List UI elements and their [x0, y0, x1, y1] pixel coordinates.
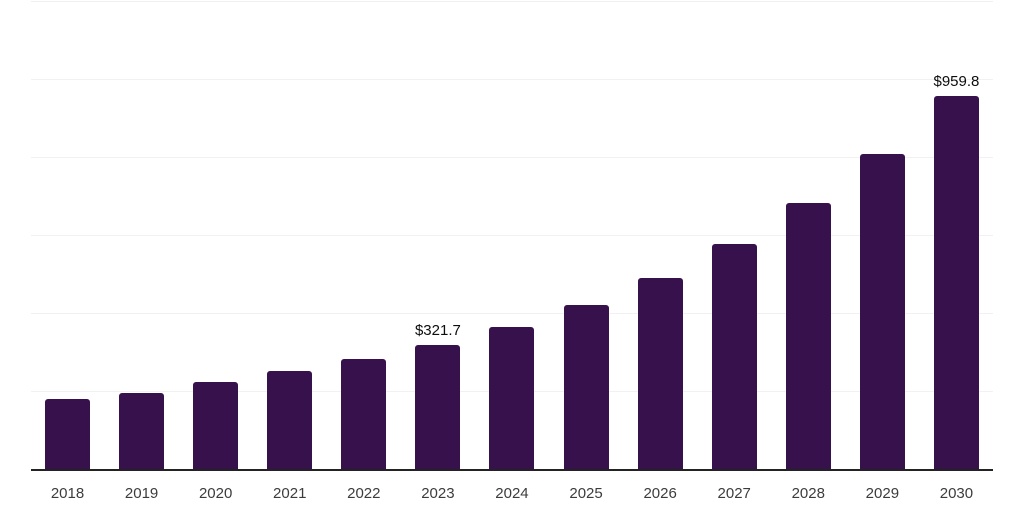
bar-2030 — [933, 95, 979, 470]
x-tick-label-2025: 2025 — [569, 485, 603, 502]
x-tick-label-2018: 2018 — [50, 485, 85, 502]
bar-slot-2018 — [45, 2, 90, 470]
bar-slot-2027 — [711, 2, 757, 470]
bar-value-label-2030: $959.8 — [933, 72, 980, 90]
bar-slot-2026 — [637, 2, 683, 470]
x-tick-label-2026: 2026 — [643, 485, 677, 502]
x-tick-label-2028: 2028 — [791, 485, 825, 502]
bar-2023 — [415, 344, 461, 470]
bar-slot-2020 — [193, 2, 239, 470]
x-tick-label-2021: 2021 — [273, 485, 307, 502]
x-tick-label-2022: 2022 — [347, 485, 381, 502]
plot-area: $321.7 $959.8 — [31, 1, 993, 471]
bar-slot-2019 — [119, 2, 165, 470]
bar-2022 — [341, 359, 387, 470]
bar-2018 — [45, 399, 90, 470]
bar-value-label-2023: $321.7 — [414, 321, 461, 339]
bar-2029 — [859, 154, 905, 470]
bar-2019 — [119, 392, 165, 470]
x-tick-label-2024: 2024 — [495, 485, 529, 502]
gridline-400 — [31, 313, 993, 315]
bar-2024 — [489, 326, 535, 470]
bar-2026 — [637, 277, 683, 470]
gridline-1200 — [31, 1, 993, 2]
bar-slot-2029 — [859, 2, 905, 470]
bar-slot-2021 — [267, 2, 313, 470]
bar-slot-2030: $959.8 — [934, 2, 979, 470]
x-tick-label-2029: 2029 — [865, 485, 900, 502]
bar-2021 — [267, 370, 313, 470]
bar-2028 — [785, 203, 831, 470]
bar-2027 — [711, 244, 757, 470]
x-tick-label-2023: 2023 — [421, 485, 455, 502]
bar-slot-2023: $321.7 — [414, 2, 461, 470]
x-axis-line — [31, 469, 993, 471]
bar-slot-2025 — [563, 2, 609, 470]
x-tick-label-2019: 2019 — [124, 485, 159, 502]
gridline-1000 — [31, 79, 993, 80]
x-axis-labels: 2018 2019 2020 2021 2022 2023 2024 2025 2026 2027… — [31, 485, 993, 502]
bar-slot-2022 — [341, 2, 387, 470]
bar-2025 — [563, 305, 609, 470]
x-tick-label-2030: 2030 — [939, 485, 974, 502]
bar-slot-2028 — [785, 2, 831, 470]
x-tick-label-2020: 2020 — [198, 485, 233, 502]
gridline-800 — [31, 157, 993, 159]
bars-layer: $321.7 $959.8 — [31, 2, 993, 470]
x-tick-label-2027: 2027 — [717, 485, 751, 502]
gridline-600 — [31, 235, 993, 236]
bar-slot-2024 — [489, 2, 535, 470]
bar-2020 — [193, 381, 239, 470]
